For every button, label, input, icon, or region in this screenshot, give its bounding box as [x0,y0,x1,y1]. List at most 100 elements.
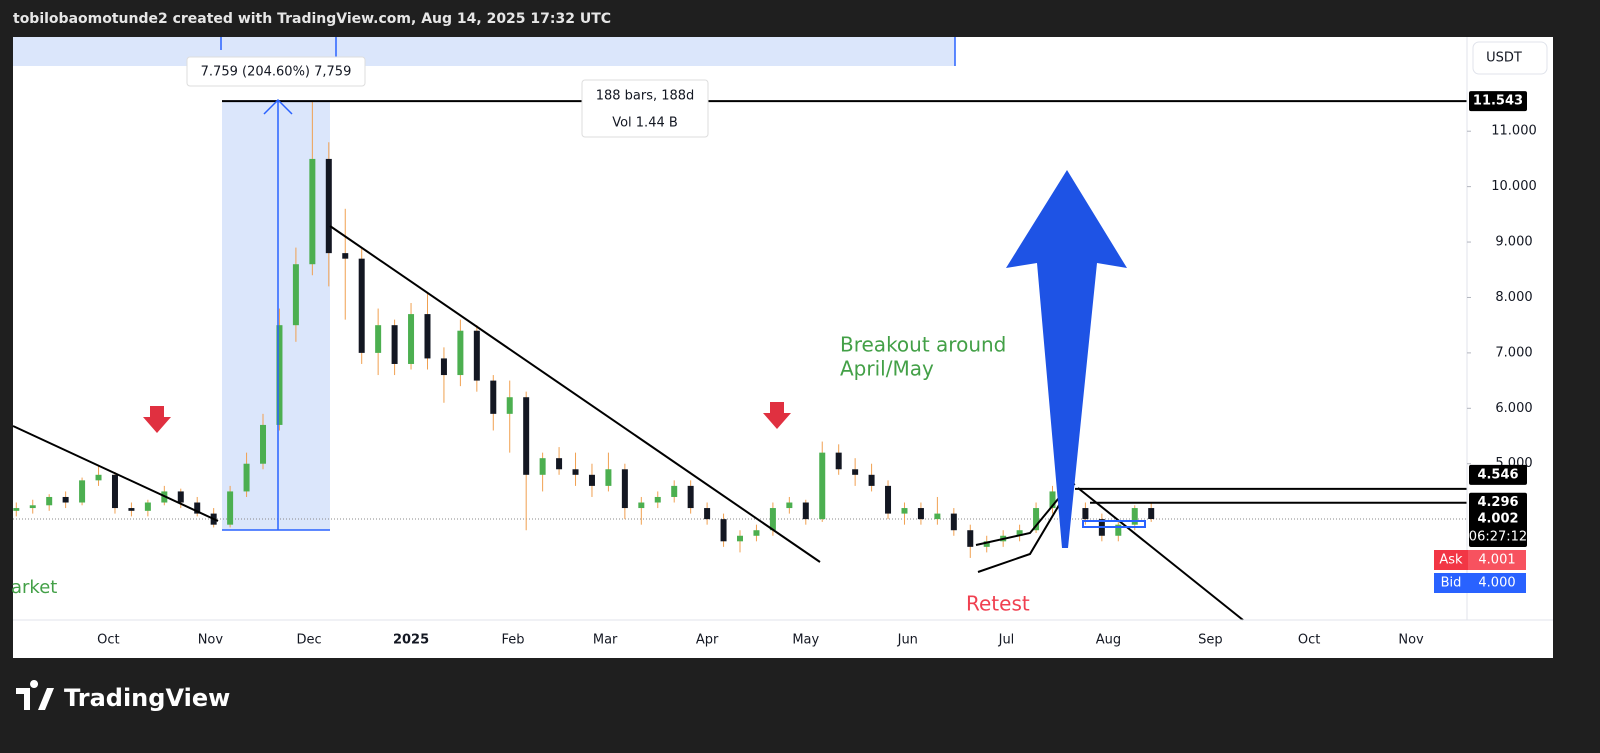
candle-body [523,397,530,475]
currency-button[interactable] [1472,41,1548,75]
candle-body [983,541,990,547]
candle-body [342,253,349,259]
price-tag-label: 11.543 [1473,94,1523,109]
candle-body [111,474,118,509]
candle-body [720,519,727,542]
x-tick-label: Dec [296,633,321,648]
x-tick-label: Jun [897,633,918,648]
candle-body [391,325,398,364]
stats-box [581,79,709,138]
y-tick-label: 9.000 [1495,235,1532,250]
ask-label: Ask [1439,553,1463,568]
retest-note: Retest [966,592,1030,616]
price-tag-label: 4.296 [1477,495,1518,510]
candle-body [490,380,497,414]
candle-body [1082,508,1089,520]
bid-tag [1434,573,1468,593]
candle-body [802,502,809,520]
candle-body [687,485,694,509]
countdown-label: 06:27:12 [1469,530,1527,545]
candle-body [556,458,563,470]
candle-body [753,530,760,536]
candle-body [638,502,645,509]
candle-body [358,258,365,353]
breakout-note: April/May [840,357,934,381]
x-tick-label: May [792,633,819,648]
measure-label: 7.759 (204.60%) 7,759 [201,65,352,80]
axes: Oct Nov Dec 2025 Feb Mar Apr May Jun Jul Aug Sep Oct… [97,91,1537,648]
candle-body [1033,508,1040,531]
down-arrow [763,402,791,429]
candle-body [375,325,382,353]
x-tick-label: Sep [1198,633,1223,648]
candle-body [79,480,86,503]
candle-body [325,158,332,254]
candle-body [194,502,201,514]
bid-box [1468,573,1526,593]
candle-body [1131,508,1138,525]
candle-body [506,397,513,414]
price-tag [1469,91,1527,112]
candle-body [243,463,250,492]
x-tick-label: Apr [696,633,719,648]
candle-body [917,508,924,520]
retest-box [1082,520,1146,528]
market-note: arket [11,577,57,598]
candle-body [901,508,908,514]
candle-body [769,508,776,531]
x-tick-label: Mar [593,633,618,648]
trendline [12,425,219,522]
candle-body [1049,491,1056,509]
trendline [1077,487,1244,621]
candle-body [292,264,299,326]
candle-body [835,452,842,470]
down-arrow [143,406,171,433]
price-tag [1469,464,1527,485]
ask-box [1468,550,1526,570]
y-tick-label: 7.000 [1495,345,1532,360]
footer-logo: TradingView [16,680,230,712]
candle-body [1148,508,1155,520]
last-price-label: 4.002 [1477,512,1518,527]
y-tick-label: 11.000 [1491,124,1537,139]
candles [13,100,1467,558]
candle-body [671,485,678,497]
x-tick-label: Nov [198,633,224,648]
volume-label: Vol 1.44 B [612,116,678,131]
measure-arrow-head [263,98,293,115]
currency-label[interactable]: USDT [1486,51,1522,66]
candle-body [457,330,464,376]
last-price-tag [1469,509,1527,548]
candle-body [62,496,69,503]
x-tick-label: Feb [502,633,525,648]
candle-body [13,508,20,511]
candle-body [46,496,53,506]
x-tick-label: Jul [998,633,1015,648]
candle-body [128,508,135,511]
ask-value: 4.001 [1478,553,1515,568]
candle-body [144,502,151,511]
candle-body [227,491,234,525]
plot [13,37,1467,530]
logo-mark [16,680,54,710]
candle-body [704,508,711,520]
candle-body [95,474,102,481]
candle-body [654,496,661,503]
candle-body [852,469,859,475]
candle-body [424,314,431,359]
bid-label: Bid [1441,576,1462,591]
candle-body [260,424,267,464]
x-tick-label: 2025 [393,633,429,648]
x-tick-label: Oct [1298,633,1320,648]
candle-body [621,469,628,509]
candle-body [967,530,974,547]
candle-body [440,358,447,376]
drawings: 7.759 (204.60%) 7,759 188 bars, 188d Vol… [11,56,1244,621]
candle-body [309,158,316,265]
candle-body [276,325,283,425]
candle-body [885,485,892,514]
bid-value: 4.000 [1478,576,1515,591]
candle-body [473,330,480,381]
